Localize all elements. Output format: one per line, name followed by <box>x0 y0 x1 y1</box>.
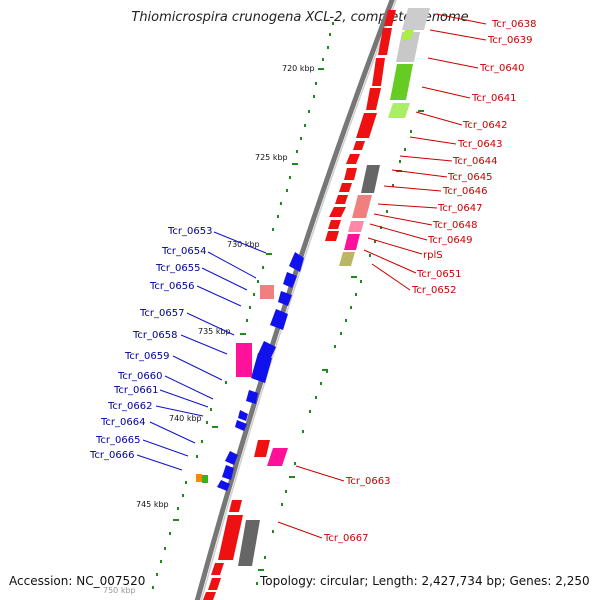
gene-label-0653[interactable]: Tcr_0653 <box>167 226 212 237</box>
gene-label-0654[interactable]: Tcr_0654 <box>161 246 206 257</box>
gene-block-0649[interactable] <box>328 220 341 229</box>
gene-label-0639[interactable]: Tcr_0639 <box>487 35 532 46</box>
gene-block-0661[interactable] <box>238 410 248 421</box>
gene-block-0654[interactable] <box>283 272 297 288</box>
scale-label-750: 750 kbp <box>103 586 136 595</box>
gene-block-0647[interactable] <box>335 195 348 204</box>
cog-inner-3 <box>196 474 202 482</box>
scale-label-740: 740 kbp <box>169 414 202 423</box>
gene-label-0644[interactable]: Tcr_0644 <box>452 156 497 167</box>
gene-label-0651[interactable]: Tcr_0651 <box>416 269 461 280</box>
gene-block-0663[interactable] <box>254 440 270 457</box>
gene-label-0638[interactable]: Tcr_0638 <box>491 19 536 30</box>
gene-block-0645[interactable] <box>344 168 357 180</box>
gene-block-0639[interactable] <box>378 28 392 55</box>
gene-label-0640[interactable]: Tcr_0640 <box>479 63 524 74</box>
gene-label-0661[interactable]: Tcr_0661 <box>113 385 158 396</box>
gene-label-0652[interactable]: Tcr_0652 <box>411 285 456 296</box>
gene-block-0664[interactable] <box>225 451 238 465</box>
gene-label-0659[interactable]: Tcr_0659 <box>124 351 169 362</box>
gene-block-0668[interactable] <box>211 563 224 575</box>
cog-track <box>238 8 430 566</box>
scale-label-730: 730 kbp <box>227 240 260 249</box>
gene-block-0665[interactable] <box>229 500 242 512</box>
gene-label-rpls[interactable]: rplS <box>423 250 443 261</box>
right-gene-labels: Tcr_0638 Tcr_0639 Tcr_0640 Tcr_0641 Tcr_… <box>323 19 536 544</box>
gene-label-0643[interactable]: Tcr_0643 <box>457 139 502 150</box>
gene-label-0648[interactable]: Tcr_0648 <box>432 220 477 231</box>
gene-label-0667[interactable]: Tcr_0667 <box>323 533 368 544</box>
cog-block-7 <box>352 195 372 218</box>
gene-block-0642[interactable] <box>356 113 377 138</box>
gene-label-0649[interactable]: Tcr_0649 <box>427 235 472 246</box>
gene-label-0645[interactable]: Tcr_0645 <box>447 172 492 183</box>
gene-block-0653[interactable] <box>289 252 304 272</box>
gene-label-0641[interactable]: Tcr_0641 <box>471 93 516 104</box>
gene-label-0657[interactable]: Tcr_0657 <box>139 308 184 319</box>
gene-block-rpls[interactable] <box>325 231 339 241</box>
cog-inner-1 <box>260 285 274 299</box>
gene-block-0660[interactable] <box>246 390 258 404</box>
tick-marks <box>152 22 424 589</box>
right-label-lines <box>277 13 487 539</box>
backbone-highlight <box>200 0 397 600</box>
gene-block-0669[interactable] <box>208 578 221 590</box>
gene-label-0662[interactable]: Tcr_0662 <box>107 401 152 412</box>
cog-inner-2 <box>236 343 252 377</box>
cog-block-9 <box>344 234 360 250</box>
left-gene-labels: Tcr_0653 Tcr_0654 Tcr_0655 Tcr_0656 Tcr_… <box>89 226 212 461</box>
gene-label-0642[interactable]: Tcr_0642 <box>462 120 507 131</box>
cog-block-4 <box>401 30 414 40</box>
scale-label-725: 725 kbp <box>255 153 288 162</box>
cog-inner-4 <box>202 475 208 483</box>
cog-block-8 <box>348 221 364 232</box>
gene-block-0659[interactable] <box>251 353 272 383</box>
forward-gene-track <box>203 10 396 600</box>
gene-label-0665[interactable]: Tcr_0665 <box>95 435 140 446</box>
topology-text: Topology: circular; Length: 2,427,734 bp… <box>260 574 590 588</box>
gene-block-0646[interactable] <box>339 183 352 192</box>
gene-block-0667[interactable] <box>218 515 243 560</box>
gene-block-0648[interactable] <box>329 207 346 217</box>
gene-block-0655[interactable] <box>278 291 292 306</box>
accession-text: Accession: NC_007520 <box>9 574 146 588</box>
gene-label-0655[interactable]: Tcr_0655 <box>155 263 200 274</box>
gene-block-0638[interactable] <box>384 10 396 26</box>
gene-label-0658[interactable]: Tcr_0658 <box>132 330 177 341</box>
gene-block-0643[interactable] <box>353 141 365 150</box>
gene-block-0656[interactable] <box>270 309 288 330</box>
gene-label-0660[interactable]: Tcr_0660 <box>117 371 162 382</box>
left-label-lines <box>136 231 267 471</box>
gene-block-0662[interactable] <box>235 420 247 431</box>
gene-block-0665b[interactable] <box>222 465 234 480</box>
gene-label-0666[interactable]: Tcr_0666 <box>89 450 134 461</box>
scale-label-745: 745 kbp <box>136 500 169 509</box>
gene-label-0656[interactable]: Tcr_0656 <box>149 281 194 292</box>
reverse-gene-track <box>196 252 304 491</box>
cog-block-6 <box>361 165 380 193</box>
gene-block-0641[interactable] <box>366 88 381 110</box>
cog-block-10 <box>339 252 355 266</box>
gene-block-0640[interactable] <box>372 58 385 86</box>
cog-block-1 <box>402 8 430 30</box>
gene-block-0670[interactable] <box>203 592 216 600</box>
cog-block-11 <box>267 448 288 466</box>
gene-label-0646[interactable]: Tcr_0646 <box>442 186 487 197</box>
gene-block-0666[interactable] <box>217 480 230 491</box>
gene-block-0644[interactable] <box>346 154 360 164</box>
cog-block-12 <box>238 520 260 566</box>
scale-label-735: 735 kbp <box>198 327 231 336</box>
cog-block-5 <box>388 103 410 118</box>
gene-label-0647[interactable]: Tcr_0647 <box>437 203 482 214</box>
scale-label-720: 720 kbp <box>282 64 315 73</box>
gene-label-0664[interactable]: Tcr_0664 <box>100 417 145 428</box>
scale-labels: 720 kbp 725 kbp 730 kbp 735 kbp 740 kbp … <box>103 64 315 595</box>
cog-block-3 <box>390 64 413 100</box>
gene-label-0663[interactable]: Tcr_0663 <box>345 476 390 487</box>
backbone-line <box>194 0 395 600</box>
